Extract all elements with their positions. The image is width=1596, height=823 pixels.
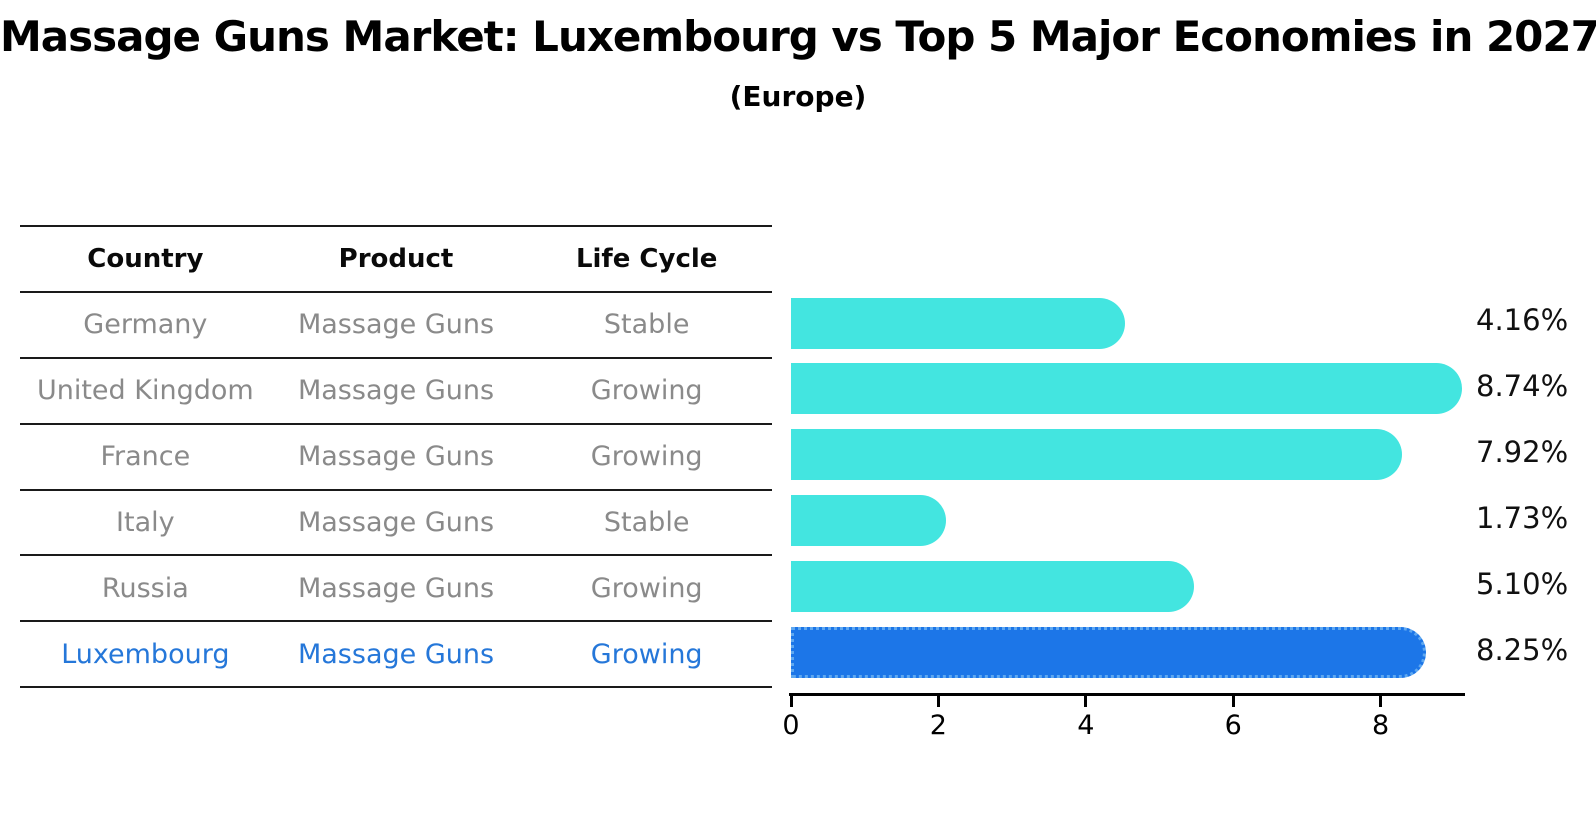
- life-cycle-cell: Stable: [603, 309, 690, 341]
- column-header-product: Product: [338, 243, 454, 274]
- life-cycle-cell: Growing: [590, 441, 703, 473]
- product-cell: Massage Guns: [297, 507, 495, 538]
- bar-value-label-italy: 1.73%: [1476, 500, 1569, 535]
- bar-value-label-france: 7.92%: [1476, 434, 1569, 469]
- column-header-life-cycle: Life Cycle: [575, 243, 718, 274]
- x-axis-tick-label: 4: [1077, 710, 1095, 741]
- x-axis-line: [789, 693, 1465, 696]
- product-cell: Massage Guns: [297, 638, 495, 670]
- bar-value-label-russia: 5.10%: [1476, 566, 1569, 601]
- bar-france: [791, 429, 1402, 481]
- country-cell: France: [100, 441, 191, 473]
- bar-russia: [791, 561, 1194, 613]
- chart-title: Massage Guns Market: Luxembourg vs Top 5…: [0, 12, 1596, 61]
- table-row-france: France Massage Guns Growing: [20, 422, 772, 489]
- x-axis-tick: [936, 696, 940, 707]
- x-axis-tick-label: 8: [1372, 710, 1390, 741]
- bar-germany: [791, 297, 1125, 349]
- x-axis-tick: [1084, 696, 1088, 707]
- bar-value-label-germany: 4.16%: [1476, 303, 1569, 337]
- life-cycle-cell: Stable: [603, 507, 690, 538]
- table-header-row: Country Product Life Cycle: [20, 225, 772, 291]
- x-axis-tick-label: 2: [929, 710, 947, 741]
- life-cycle-cell: Growing: [590, 638, 703, 670]
- country-cell: Russia: [101, 572, 189, 604]
- x-axis-tick: [1379, 696, 1383, 707]
- x-axis-tick-label: 0: [782, 710, 800, 741]
- bar-value-label-united-kingdom: 8.74%: [1476, 368, 1569, 403]
- country-cell: Italy: [116, 507, 175, 538]
- bar-united-kingdom: [791, 363, 1463, 415]
- x-axis-tick: [1231, 696, 1235, 707]
- product-cell: Massage Guns: [297, 441, 495, 473]
- life-cycle-cell: Growing: [590, 375, 703, 407]
- product-cell: Massage Guns: [297, 572, 495, 604]
- product-cell: Massage Guns: [297, 375, 495, 407]
- table-row-united-kingdom: United Kingdom Massage Guns Growing: [20, 356, 772, 423]
- x-axis-tick-label: 6: [1224, 710, 1242, 741]
- bar-luxembourg: [791, 627, 1427, 678]
- x-axis-tick: [789, 696, 793, 707]
- bar-value-label-luxembourg: 8.25%: [1476, 632, 1569, 667]
- table-row-italy: Italy Massage Guns Stable: [20, 488, 772, 555]
- product-cell: Massage Guns: [297, 309, 495, 341]
- country-table: Country Product Life Cycle Germany Massag…: [20, 225, 772, 689]
- chart-subtitle: (Europe): [729, 80, 867, 113]
- bar-italy: [791, 495, 946, 547]
- table-row-germany: Germany Massage Guns Stable: [20, 290, 772, 357]
- table-row-russia: Russia Massage Guns Growing: [20, 554, 772, 620]
- life-cycle-cell: Growing: [590, 572, 703, 604]
- country-cell: United Kingdom: [36, 375, 254, 407]
- country-cell: Luxembourg: [61, 638, 230, 670]
- table-row-luxembourg: Luxembourg Massage Guns Growing: [20, 620, 772, 686]
- country-cell: Germany: [83, 309, 208, 341]
- table-body: Germany Massage Guns Stable United Kingdom M…: [20, 290, 772, 686]
- column-header-country: Country: [87, 243, 204, 274]
